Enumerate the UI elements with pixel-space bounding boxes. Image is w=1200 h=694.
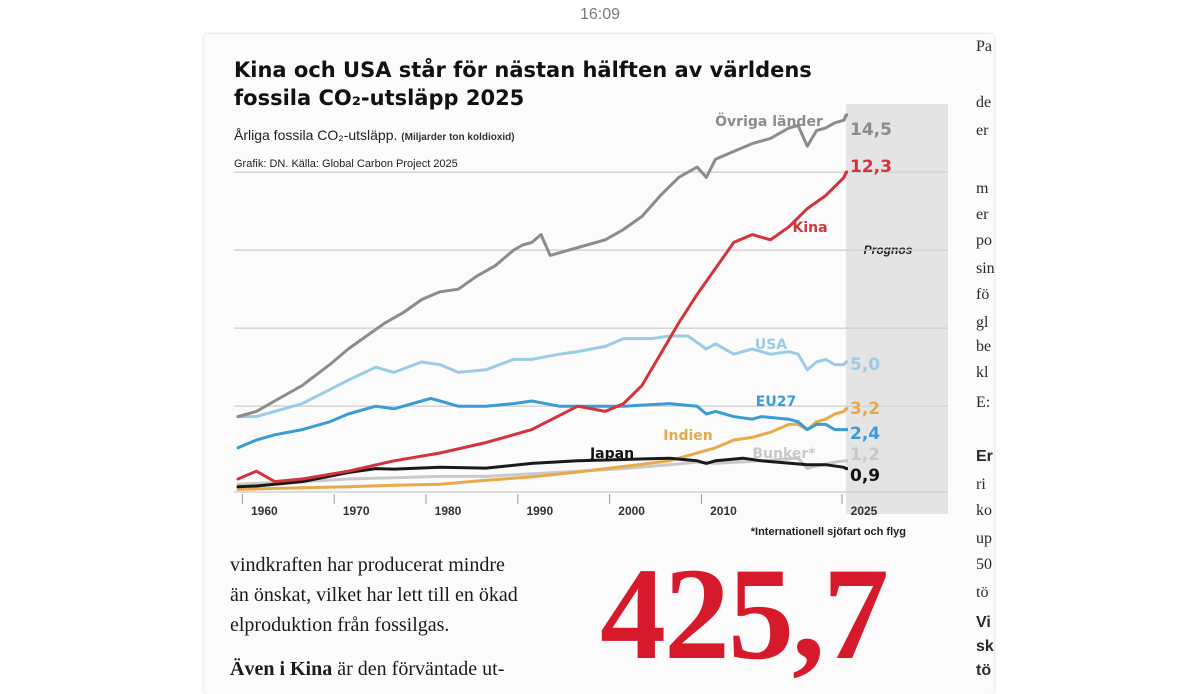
x-tick-label: 1990 <box>526 504 553 518</box>
next-column-text: er <box>976 122 989 139</box>
series-line-ovriga <box>236 113 848 419</box>
body-cut-rest: är den förväntade ut- <box>332 658 505 680</box>
chart-credit: Grafik: DN. Källa: Global Carbon Project… <box>234 158 458 170</box>
next-column-text: ri <box>976 476 986 493</box>
next-column-text: de <box>976 94 992 111</box>
body-line: vindkraften har producerat mindre <box>230 554 505 576</box>
next-column-text: po <box>976 232 992 249</box>
next-column-text: sin <box>976 260 995 277</box>
series-label-ovriga: Övriga länder <box>715 112 823 130</box>
next-column-text: m <box>976 180 989 197</box>
series-label-japan: Japan <box>589 446 634 462</box>
status-bar-time: 16:09 <box>579 6 621 23</box>
next-column-fragment: Pa de er m er po sin fö gl be kl E: Er ri ko up 50 tö Vi sk… <box>976 34 1006 694</box>
chart-footnote: *Internationell sjöfart och flyg <box>751 526 906 538</box>
x-tick-label: 2000 <box>618 504 645 518</box>
article-page: Kina och USA står för nästan hälften av … <box>204 34 994 694</box>
units-text: (Miljarder ton koldioxid) <box>401 132 515 143</box>
next-column-text: E: <box>976 394 991 411</box>
next-column-text: sk <box>976 638 994 655</box>
series-end-value-indien: 3,2 <box>850 399 880 419</box>
next-column-text: up <box>976 530 992 547</box>
series-line-indien <box>236 407 848 491</box>
chart-headline: Kina och USA står för nästan hälften av … <box>234 56 934 112</box>
series-label-kina: Kina <box>792 220 827 236</box>
body-bold-lead: Även i Kina <box>230 658 333 680</box>
x-tick-label: 1960 <box>251 504 278 518</box>
series-end-value-ovriga: 14,5 <box>850 120 892 140</box>
series-end-value-bunker: 1,2 <box>850 445 880 465</box>
body-cut-line: Även i Kina är den förväntade ut- <box>230 654 580 684</box>
next-column-text: Er <box>976 448 993 465</box>
headline-line-1: Kina och USA står för nästan hälften av … <box>234 58 812 82</box>
next-column-text: fö <box>976 286 990 303</box>
series-end-value-kina: 12,3 <box>850 157 892 177</box>
next-column-text: ko <box>976 502 992 519</box>
series-label-eu27: EU27 <box>756 394 796 410</box>
series-label-bunker: Bunker* <box>752 446 816 462</box>
series-line-bunker <box>236 456 848 486</box>
subtitle-text: Årliga fossila CO₂-utsläpp. <box>234 127 398 143</box>
series-end-value-usa: 5,0 <box>850 355 880 375</box>
series-end-value-eu27: 2,4 <box>850 424 880 444</box>
next-column-text: kl <box>976 364 989 381</box>
series-label-indien: Indien <box>663 428 712 444</box>
body-line: än önskat, vilket har lett till en ökad <box>230 584 518 606</box>
big-number: 425,7 <box>600 540 889 687</box>
headline-line-2: fossila CO₂-utsläpp 2025 <box>234 86 525 110</box>
series-line-usa <box>236 334 848 419</box>
article-body: vindkraften har producerat mindre än öns… <box>230 550 580 684</box>
series-line-japan <box>236 456 848 489</box>
x-tick-label: 1970 <box>343 504 370 518</box>
x-tick-label: 2025 <box>851 504 878 518</box>
next-column-text: tö <box>976 662 992 679</box>
body-line: elproduktion från fossilgas. <box>230 614 450 636</box>
chart-subtitle: Årliga fossila CO₂-utsläpp. (Miljarder t… <box>234 127 515 143</box>
series-end-value-japan: 0,9 <box>850 466 880 486</box>
series-label-usa: USA <box>755 337 787 353</box>
next-column-text: Pa <box>976 38 992 55</box>
next-column-text: er <box>976 206 989 223</box>
series-line-kina <box>236 170 848 484</box>
next-column-text: be <box>976 338 992 355</box>
x-tick-label: 1980 <box>435 504 462 518</box>
next-column-text: Vi <box>976 614 991 631</box>
x-tick-label: 2010 <box>710 504 737 518</box>
next-column-text: tö <box>976 584 989 601</box>
next-column-text: 50 <box>976 556 992 573</box>
next-column-text: gl <box>976 314 989 331</box>
